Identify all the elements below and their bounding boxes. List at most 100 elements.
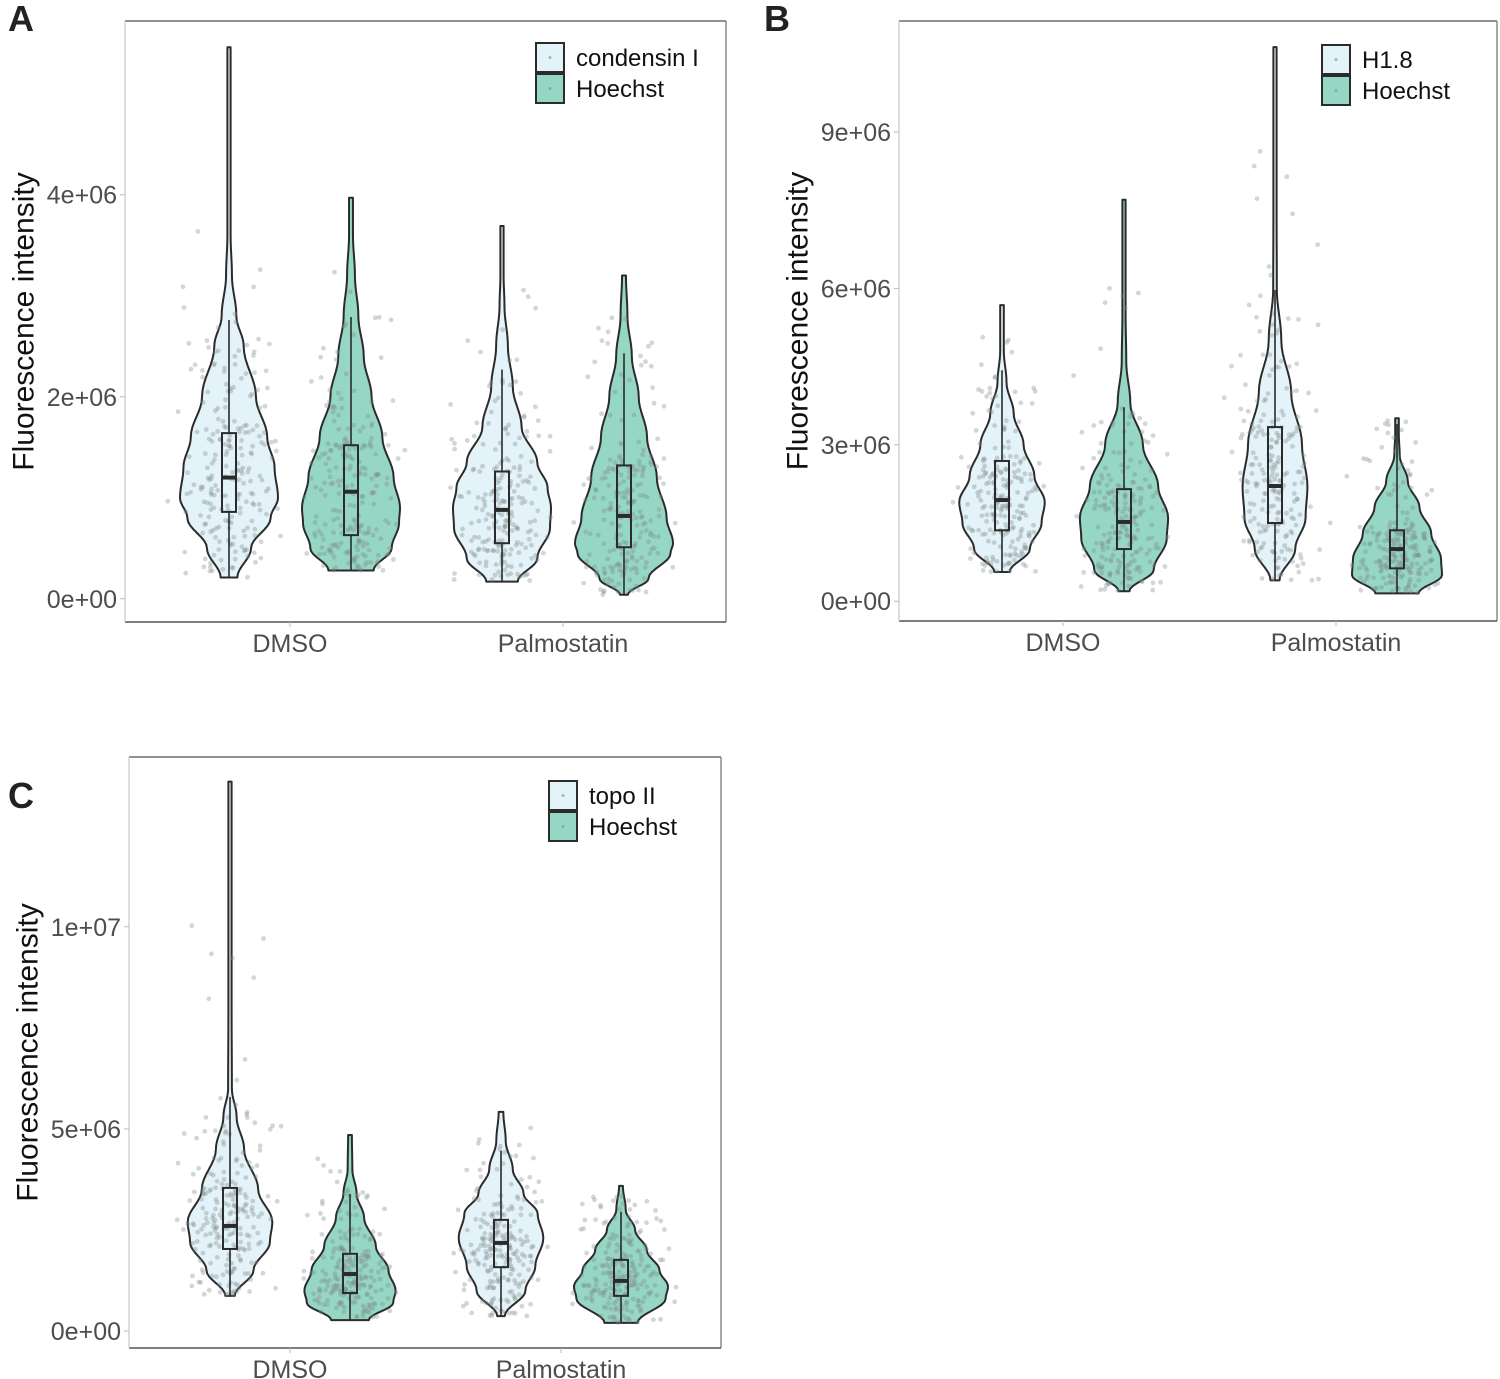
data-point — [507, 1289, 512, 1295]
data-point — [253, 1174, 259, 1180]
data-point — [497, 1147, 502, 1152]
legend-item: topo II — [548, 780, 656, 811]
data-point — [187, 1198, 193, 1203]
data-point — [1399, 427, 1404, 433]
data-point — [1107, 571, 1113, 577]
data-point — [496, 538, 502, 543]
data-point — [581, 482, 587, 488]
data-point — [373, 1289, 379, 1294]
data-point — [360, 543, 366, 549]
data-point — [1405, 530, 1411, 535]
data-point — [217, 1281, 222, 1287]
data-point — [647, 550, 653, 556]
data-point — [213, 1185, 219, 1191]
data-point — [643, 589, 649, 595]
data-point — [174, 1217, 180, 1223]
data-point — [515, 1196, 521, 1202]
data-point — [990, 554, 995, 560]
data-point — [610, 1198, 616, 1204]
data-point — [1360, 562, 1366, 567]
data-point — [1253, 481, 1259, 486]
data-point — [1272, 489, 1278, 495]
data-point — [234, 1077, 240, 1083]
data-point — [393, 1290, 399, 1296]
data-point — [626, 1232, 632, 1238]
data-point — [1284, 532, 1290, 538]
data-point — [1122, 495, 1128, 501]
data-point — [366, 1255, 372, 1260]
data-point — [623, 1302, 629, 1308]
data-point — [581, 1282, 586, 1288]
data-point — [270, 1123, 275, 1129]
data-point — [181, 1131, 187, 1136]
data-point — [606, 1256, 611, 1261]
data-point — [358, 567, 363, 573]
data-point — [198, 484, 204, 490]
data-point — [1091, 423, 1097, 428]
data-point — [1293, 522, 1299, 528]
data-point — [482, 1236, 488, 1241]
data-point — [635, 1248, 641, 1254]
violin-hoechst-dmso — [301, 1133, 399, 1322]
data-point — [247, 1289, 253, 1294]
data-point — [638, 1282, 644, 1287]
data-point — [1117, 529, 1123, 535]
data-point — [1015, 536, 1021, 542]
data-point — [332, 1287, 338, 1293]
data-point — [497, 500, 503, 506]
data-point — [452, 571, 457, 576]
data-point — [533, 532, 539, 538]
data-point — [653, 1207, 658, 1213]
data-point — [601, 1263, 607, 1269]
data-point — [583, 1295, 589, 1301]
data-point — [622, 316, 628, 322]
data-point — [361, 530, 367, 536]
data-point — [469, 1250, 475, 1256]
data-point — [487, 1247, 493, 1253]
data-point — [366, 547, 372, 553]
data-point — [631, 543, 637, 549]
data-point — [363, 1257, 369, 1262]
data-point — [1292, 481, 1297, 487]
data-point — [1149, 522, 1155, 528]
data-point — [638, 1253, 644, 1258]
data-point — [345, 548, 351, 554]
data-point — [658, 494, 664, 500]
data-point — [511, 1219, 517, 1224]
data-point — [488, 1267, 494, 1273]
data-point — [451, 577, 457, 582]
data-point — [1082, 553, 1088, 559]
data-point — [1364, 576, 1370, 582]
data-point — [205, 475, 211, 481]
data-point — [1284, 470, 1290, 476]
data-point — [632, 1279, 638, 1284]
legend-item: condensin I — [535, 42, 699, 73]
data-point — [357, 1276, 363, 1282]
data-point — [343, 1258, 349, 1264]
data-point — [1130, 492, 1136, 497]
data-point — [984, 560, 990, 566]
data-point — [1139, 486, 1144, 492]
data-point — [491, 548, 497, 554]
data-point — [1007, 560, 1013, 566]
data-point — [626, 1214, 632, 1220]
violin-h1.8-palmostatin — [1221, 46, 1333, 583]
data-point — [617, 1206, 623, 1212]
data-point — [212, 1128, 218, 1134]
data-point — [638, 362, 644, 368]
data-point — [1315, 322, 1321, 328]
data-point — [203, 1232, 209, 1238]
data-point — [355, 1294, 361, 1299]
data-point — [335, 545, 341, 550]
data-point — [350, 1226, 356, 1232]
data-point — [322, 522, 328, 527]
data-point — [208, 1260, 214, 1266]
data-point — [1380, 546, 1386, 552]
data-point — [1025, 490, 1031, 496]
data-point — [482, 1230, 488, 1236]
data-point — [512, 1251, 518, 1257]
data-point — [1253, 434, 1259, 440]
data-point — [319, 532, 325, 537]
data-point — [484, 1268, 490, 1273]
